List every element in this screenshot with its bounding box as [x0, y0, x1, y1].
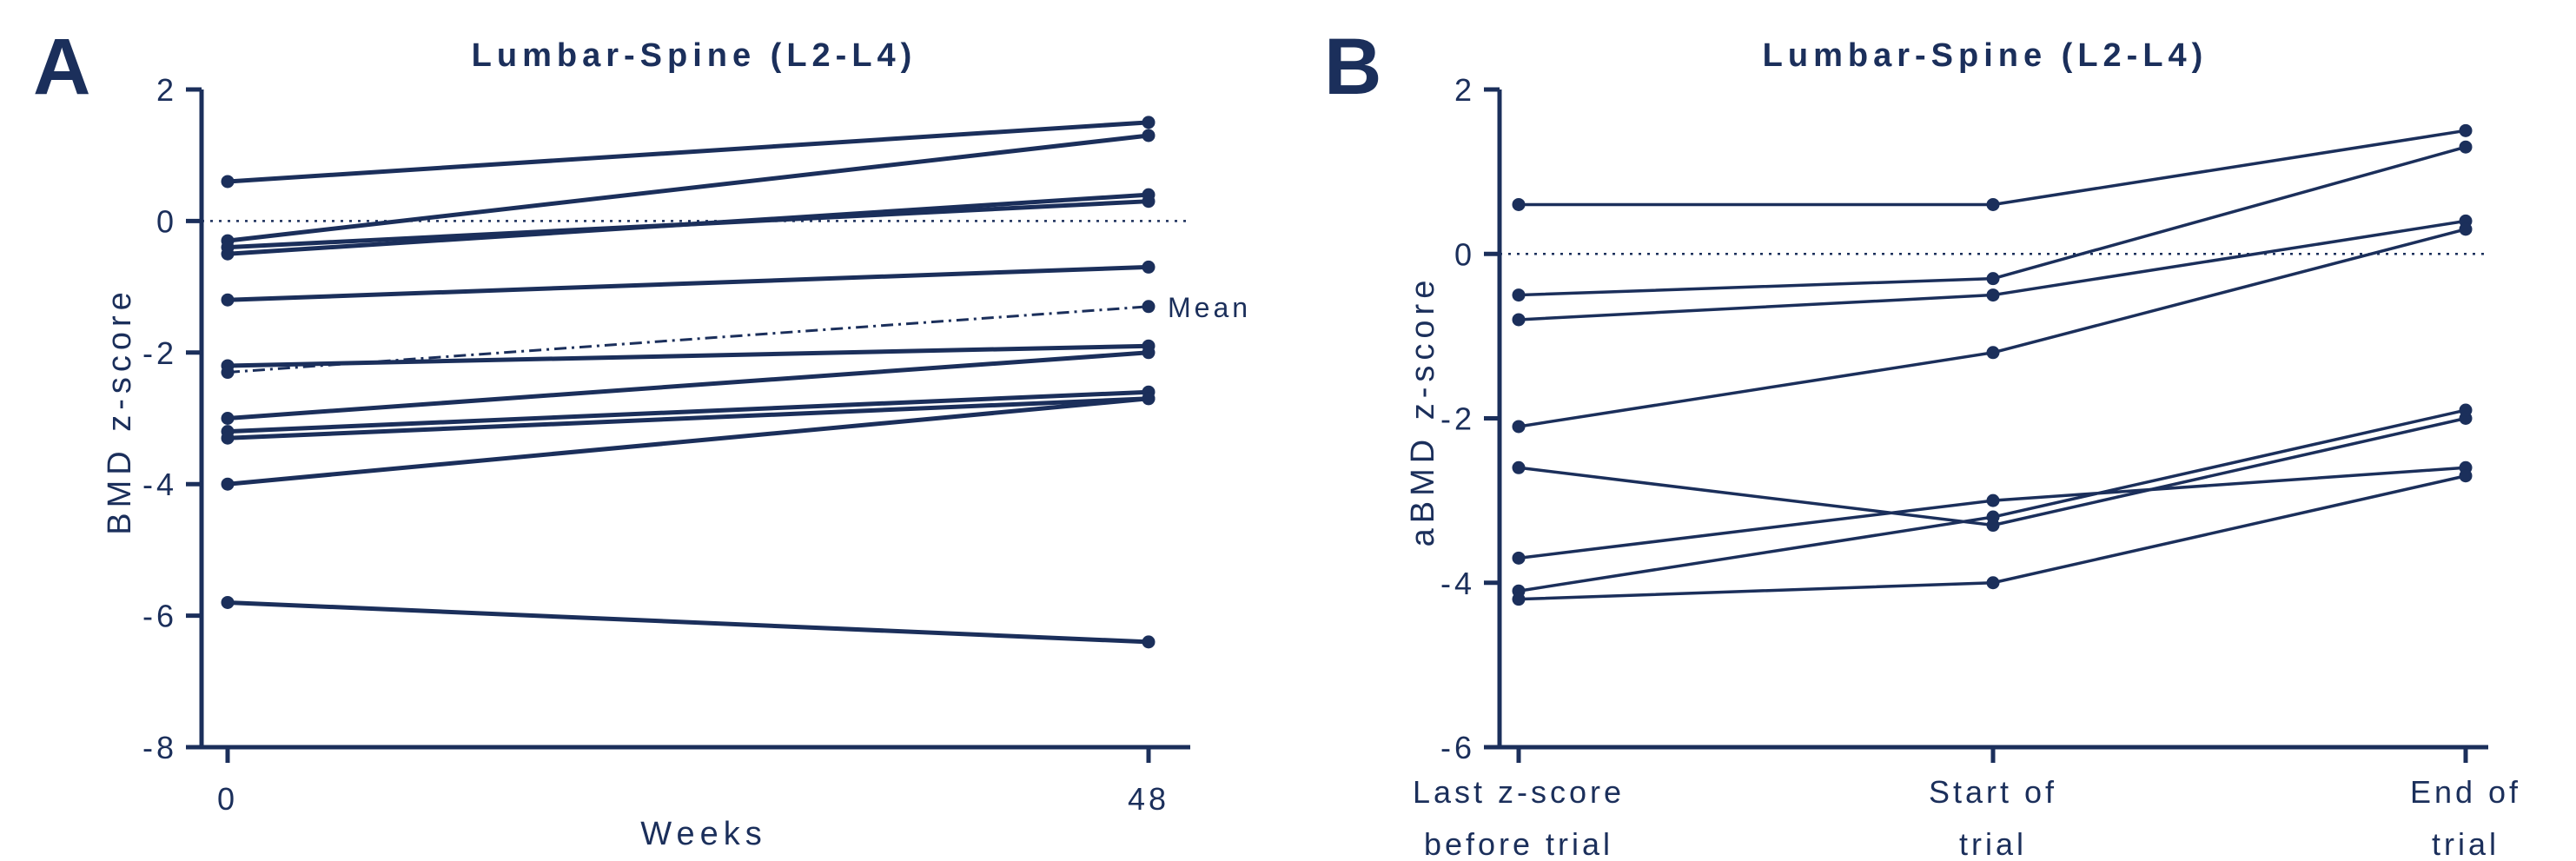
data-point-a: [1142, 195, 1156, 209]
data-point-b: [1512, 197, 1526, 211]
data-point-a: [221, 431, 235, 445]
mean-point-a: [221, 366, 235, 380]
panel-a: A Lumbar-Spine (L2-L4) 2 0 -2 -4 -6 -8 0 48 Mean…: [33, 23, 1251, 852]
series-line-a: [227, 396, 1149, 487]
data-point-a: [221, 175, 235, 189]
data-point-b: [1512, 313, 1526, 327]
panel-letter-b: B: [1324, 23, 1381, 111]
series-line-a: [227, 133, 1149, 243]
y-tick-label-b: 0: [1454, 236, 1475, 272]
data-point-a: [1142, 635, 1156, 649]
data-point-b: [2459, 222, 2473, 236]
data-point-b: [2459, 469, 2473, 483]
data-point-a: [1142, 116, 1156, 129]
y-tick-label-b: -6: [1440, 730, 1475, 765]
data-point-b: [1986, 272, 2000, 286]
data-point-a: [1142, 392, 1156, 406]
x-tick-label-a: 48: [1128, 781, 1169, 817]
y-tick-label-a: -4: [142, 467, 177, 502]
series-line-a: [227, 264, 1149, 302]
data-point-b: [1512, 593, 1526, 606]
y-tick-label-b: 2: [1454, 72, 1475, 108]
data-point-b: [2459, 140, 2473, 154]
series-line-a: [227, 350, 1149, 421]
data-point-b: [1512, 420, 1526, 434]
data-point-b: [1986, 510, 2000, 524]
data-point-b: [1986, 493, 2000, 507]
data-point-b: [1986, 288, 2000, 302]
data-point-b: [1512, 460, 1526, 474]
y-axis-label-a: BMD z-score: [102, 287, 138, 535]
data-point-b: [1986, 576, 2000, 590]
y-tick-label-b: -4: [1440, 566, 1475, 601]
x-tick-label-b: trial: [2432, 826, 2500, 861]
y-tick-label-b: -2: [1440, 401, 1475, 437]
series-line-a: [227, 199, 1149, 250]
data-point-b: [1512, 288, 1526, 302]
data-point-b: [2459, 403, 2473, 417]
y-axis-label-b: aBMD z-score: [1405, 275, 1441, 547]
series-line-a: [227, 120, 1149, 184]
x-tick-label-b: Last z-score: [1413, 774, 1625, 810]
panel-b: B Lumbar-Spine (L2-L4) 2 0 -2 -4 -6 Last z-sc…: [1324, 23, 2521, 861]
mean-line-a: [227, 305, 1149, 374]
y-tick-label-a: -8: [142, 730, 177, 765]
y-tick-label-a: -2: [142, 335, 177, 371]
x-tick-label-b: End of: [2410, 774, 2521, 810]
data-point-b: [1986, 197, 2000, 211]
y-tick-label-a: -6: [142, 599, 177, 634]
series-line-a: [227, 389, 1149, 434]
data-point-a: [1142, 129, 1156, 142]
data-point-a: [221, 477, 235, 491]
chart-title-a: Lumbar-Spine (L2-L4): [472, 37, 917, 74]
x-tick-label-b: before trial: [1424, 826, 1613, 861]
series-line-b: [1518, 219, 2467, 321]
x-tick-label-b: trial: [1959, 826, 2027, 861]
data-point-b: [2459, 123, 2473, 137]
data-point-a: [221, 595, 235, 609]
x-tick-label-a: 0: [217, 781, 238, 817]
data-point-b: [1986, 346, 2000, 360]
y-tick-label-a: 2: [156, 72, 177, 108]
chart-title-b: Lumbar-Spine (L2-L4): [1763, 37, 2208, 74]
series-line-a: [227, 599, 1149, 645]
data-point-a: [221, 241, 235, 255]
data-point-b: [1512, 551, 1526, 565]
data-point-a: [1142, 260, 1156, 274]
panel-letter-a: A: [33, 23, 90, 111]
x-axis-label-a: Weeks: [640, 816, 766, 852]
mean-label-a: Mean: [1168, 292, 1251, 323]
data-point-a: [221, 293, 235, 307]
series-line-b: [1519, 129, 2467, 207]
plot-area-b: 2 0 -2 -4 -6 Last z-score before trial Start of…: [1413, 72, 2521, 861]
series-line-b: [1518, 228, 2467, 428]
data-point-a: [1142, 346, 1156, 360]
data-point-a: [221, 412, 235, 425]
mean-point-a: [1142, 300, 1156, 314]
plot-area-a: 2 0 -2 -4 -6 -8 0 48 Mean: [142, 72, 1251, 817]
y-tick-label-a: 0: [156, 203, 177, 239]
x-tick-label-b: Start of: [1929, 774, 2057, 810]
series-line-a: [227, 396, 1149, 440]
